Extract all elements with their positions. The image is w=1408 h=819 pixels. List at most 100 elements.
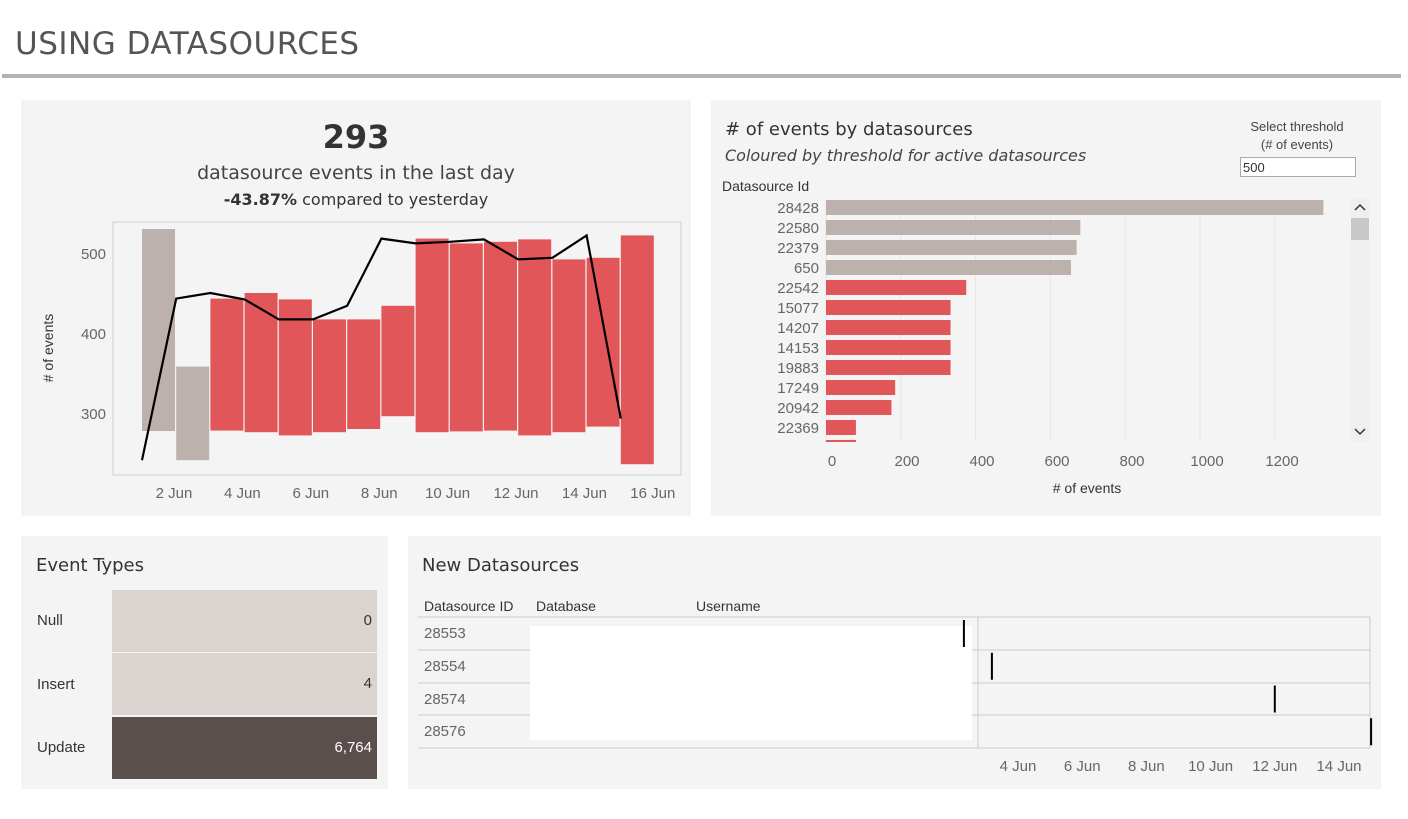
threshold-label-line2: (# of events) (1260, 137, 1334, 152)
datasource-row-header: Datasource Id (722, 178, 809, 194)
new-datasources-timeline[interactable]: 4 Jun 6 Jun 8 Jun 10 Jun 12 Jun 14 Jun (408, 536, 1381, 789)
change-bar[interactable] (415, 238, 449, 433)
event-types-panel: Event Types Null 0 Insert 4 Update 6,764 (21, 536, 388, 789)
trend-ytick: 300 (81, 406, 106, 423)
datasource-id-label: 16606 (777, 440, 819, 457)
datasource-xtick: 0 (828, 453, 836, 470)
datasource-xtick: 1000 (1190, 453, 1223, 470)
trend-xtick: 2 Jun (156, 485, 193, 502)
threshold-label: Select threshold (# of events) (1227, 118, 1367, 154)
datasource-bar-chart[interactable]: Datasource Id 28428 22580 22379 650 22542 150… (711, 100, 1381, 516)
title-divider (2, 74, 1401, 78)
datasource-bar[interactable] (826, 320, 951, 335)
scrollbar-thumb[interactable] (1351, 218, 1369, 240)
events-line[interactable] (140, 233, 622, 461)
datasource-id-label: 22542 (777, 280, 819, 297)
datasource-bar[interactable] (826, 240, 1077, 255)
scroll-down-icon[interactable] (1354, 428, 1366, 436)
event-type-value: 0 (363, 612, 372, 629)
table-row-id: 28553 (424, 625, 466, 642)
change-bar[interactable] (313, 319, 346, 433)
event-type-label: Insert (37, 676, 75, 693)
trend-xtick: 6 Jun (292, 485, 329, 502)
event-type-value: 4 (363, 675, 372, 692)
event-type-label: Update (37, 739, 86, 756)
trend-ytick: 400 (81, 326, 106, 343)
datasource-id-label: 20942 (777, 400, 819, 417)
trend-xtick: 12 Jun (493, 485, 538, 502)
event-type-bar[interactable]: 0 (112, 590, 377, 652)
change-bar[interactable] (278, 299, 312, 436)
datasource-id-label: 14153 (777, 340, 819, 357)
event-type-label: Null (37, 612, 63, 629)
datasource-id-label: 650 (794, 260, 819, 277)
table-row-id: 28574 (424, 691, 466, 708)
timeline-xtick: 8 Jun (1128, 758, 1165, 775)
kpi-value: 293 (322, 118, 390, 156)
change-bar[interactable] (518, 239, 552, 436)
column-header-datasource-id: Datasource ID (424, 598, 514, 614)
datasource-bar[interactable] (826, 360, 951, 375)
datasource-bar[interactable] (826, 340, 951, 355)
table-row-id: 28576 (424, 723, 466, 740)
datasource-bar[interactable] (826, 440, 856, 455)
table-row-id: 28554 (424, 658, 466, 675)
datasource-bar[interactable] (826, 220, 1081, 235)
kpi-panel: 293 datasource events in the last day -4… (21, 100, 691, 516)
change-bar[interactable] (347, 319, 381, 429)
event-types-title: Event Types (36, 555, 145, 576)
timeline-xtick: 4 Jun (1000, 758, 1037, 775)
datasource-bar[interactable] (826, 420, 856, 435)
datasource-chart-title: # of events by datasources (725, 119, 973, 140)
datasource-id-label: 15077 (777, 300, 819, 317)
trend-ytick: 500 (81, 246, 106, 263)
scroll-up-icon[interactable] (1354, 203, 1366, 211)
datasource-xlabel: # of events (1053, 480, 1122, 496)
datasource-bar[interactable] (826, 400, 892, 415)
datasource-id-label: 22580 (777, 220, 819, 237)
datasource-xtick: 600 (1044, 453, 1069, 470)
new-datasources-panel: New Datasources Datasource ID Database U… (408, 536, 1381, 789)
change-bar[interactable] (210, 298, 244, 431)
datasource-bar[interactable] (826, 380, 896, 395)
column-header-username: Username (696, 598, 761, 614)
timeline-xtick: 10 Jun (1188, 758, 1233, 775)
datasource-id-label: 22369 (777, 420, 819, 437)
datasource-xtick: 200 (894, 453, 919, 470)
change-bar[interactable] (176, 366, 210, 461)
trend-xtick: 10 Jun (425, 485, 470, 502)
datasource-xtick: 400 (969, 453, 994, 470)
timeline-xtick: 14 Jun (1316, 758, 1361, 775)
change-bar[interactable] (484, 241, 517, 431)
redacted-area (530, 626, 972, 740)
event-type-bar[interactable]: 4 (112, 653, 377, 715)
datasource-bar[interactable] (826, 260, 1071, 275)
change-bar[interactable] (620, 235, 654, 465)
datasource-bar[interactable] (826, 200, 1324, 215)
trend-ylabel: # of events (40, 314, 56, 383)
event-type-bar[interactable]: 6,764 (112, 717, 377, 779)
kpi-change-suffix: compared to yesterday (297, 190, 489, 209)
datasource-id-label: 19883 (777, 360, 819, 377)
kpi-subtitle: datasource events in the last day (197, 162, 515, 184)
column-header-database: Database (536, 598, 596, 614)
threshold-input[interactable] (1240, 157, 1356, 177)
trend-xtick: 8 Jun (361, 485, 398, 502)
change-bar[interactable] (586, 257, 620, 427)
datasource-bar[interactable] (826, 280, 967, 295)
datasource-bar[interactable] (826, 300, 951, 315)
scrollbar-track[interactable] (1351, 198, 1369, 442)
change-bar[interactable] (244, 293, 278, 433)
datasource-id-label: 17249 (777, 380, 819, 397)
kpi-comparison: -43.87% compared to yesterday (21, 190, 691, 209)
change-bar[interactable] (552, 259, 586, 433)
datasource-xtick: 800 (1119, 453, 1144, 470)
trend-xtick: 4 Jun (224, 485, 261, 502)
change-bar[interactable] (381, 305, 415, 417)
timeline-xtick: 12 Jun (1252, 758, 1297, 775)
event-type-value: 6,764 (334, 739, 372, 756)
change-bar[interactable] (449, 243, 483, 432)
trend-xtick: 14 Jun (562, 485, 607, 502)
datasource-id-label: 28428 (777, 200, 819, 217)
events-trend-chart[interactable]: # of events 500 400 300 2 Jun 4 Jun 6 Jun 8… (21, 100, 691, 516)
